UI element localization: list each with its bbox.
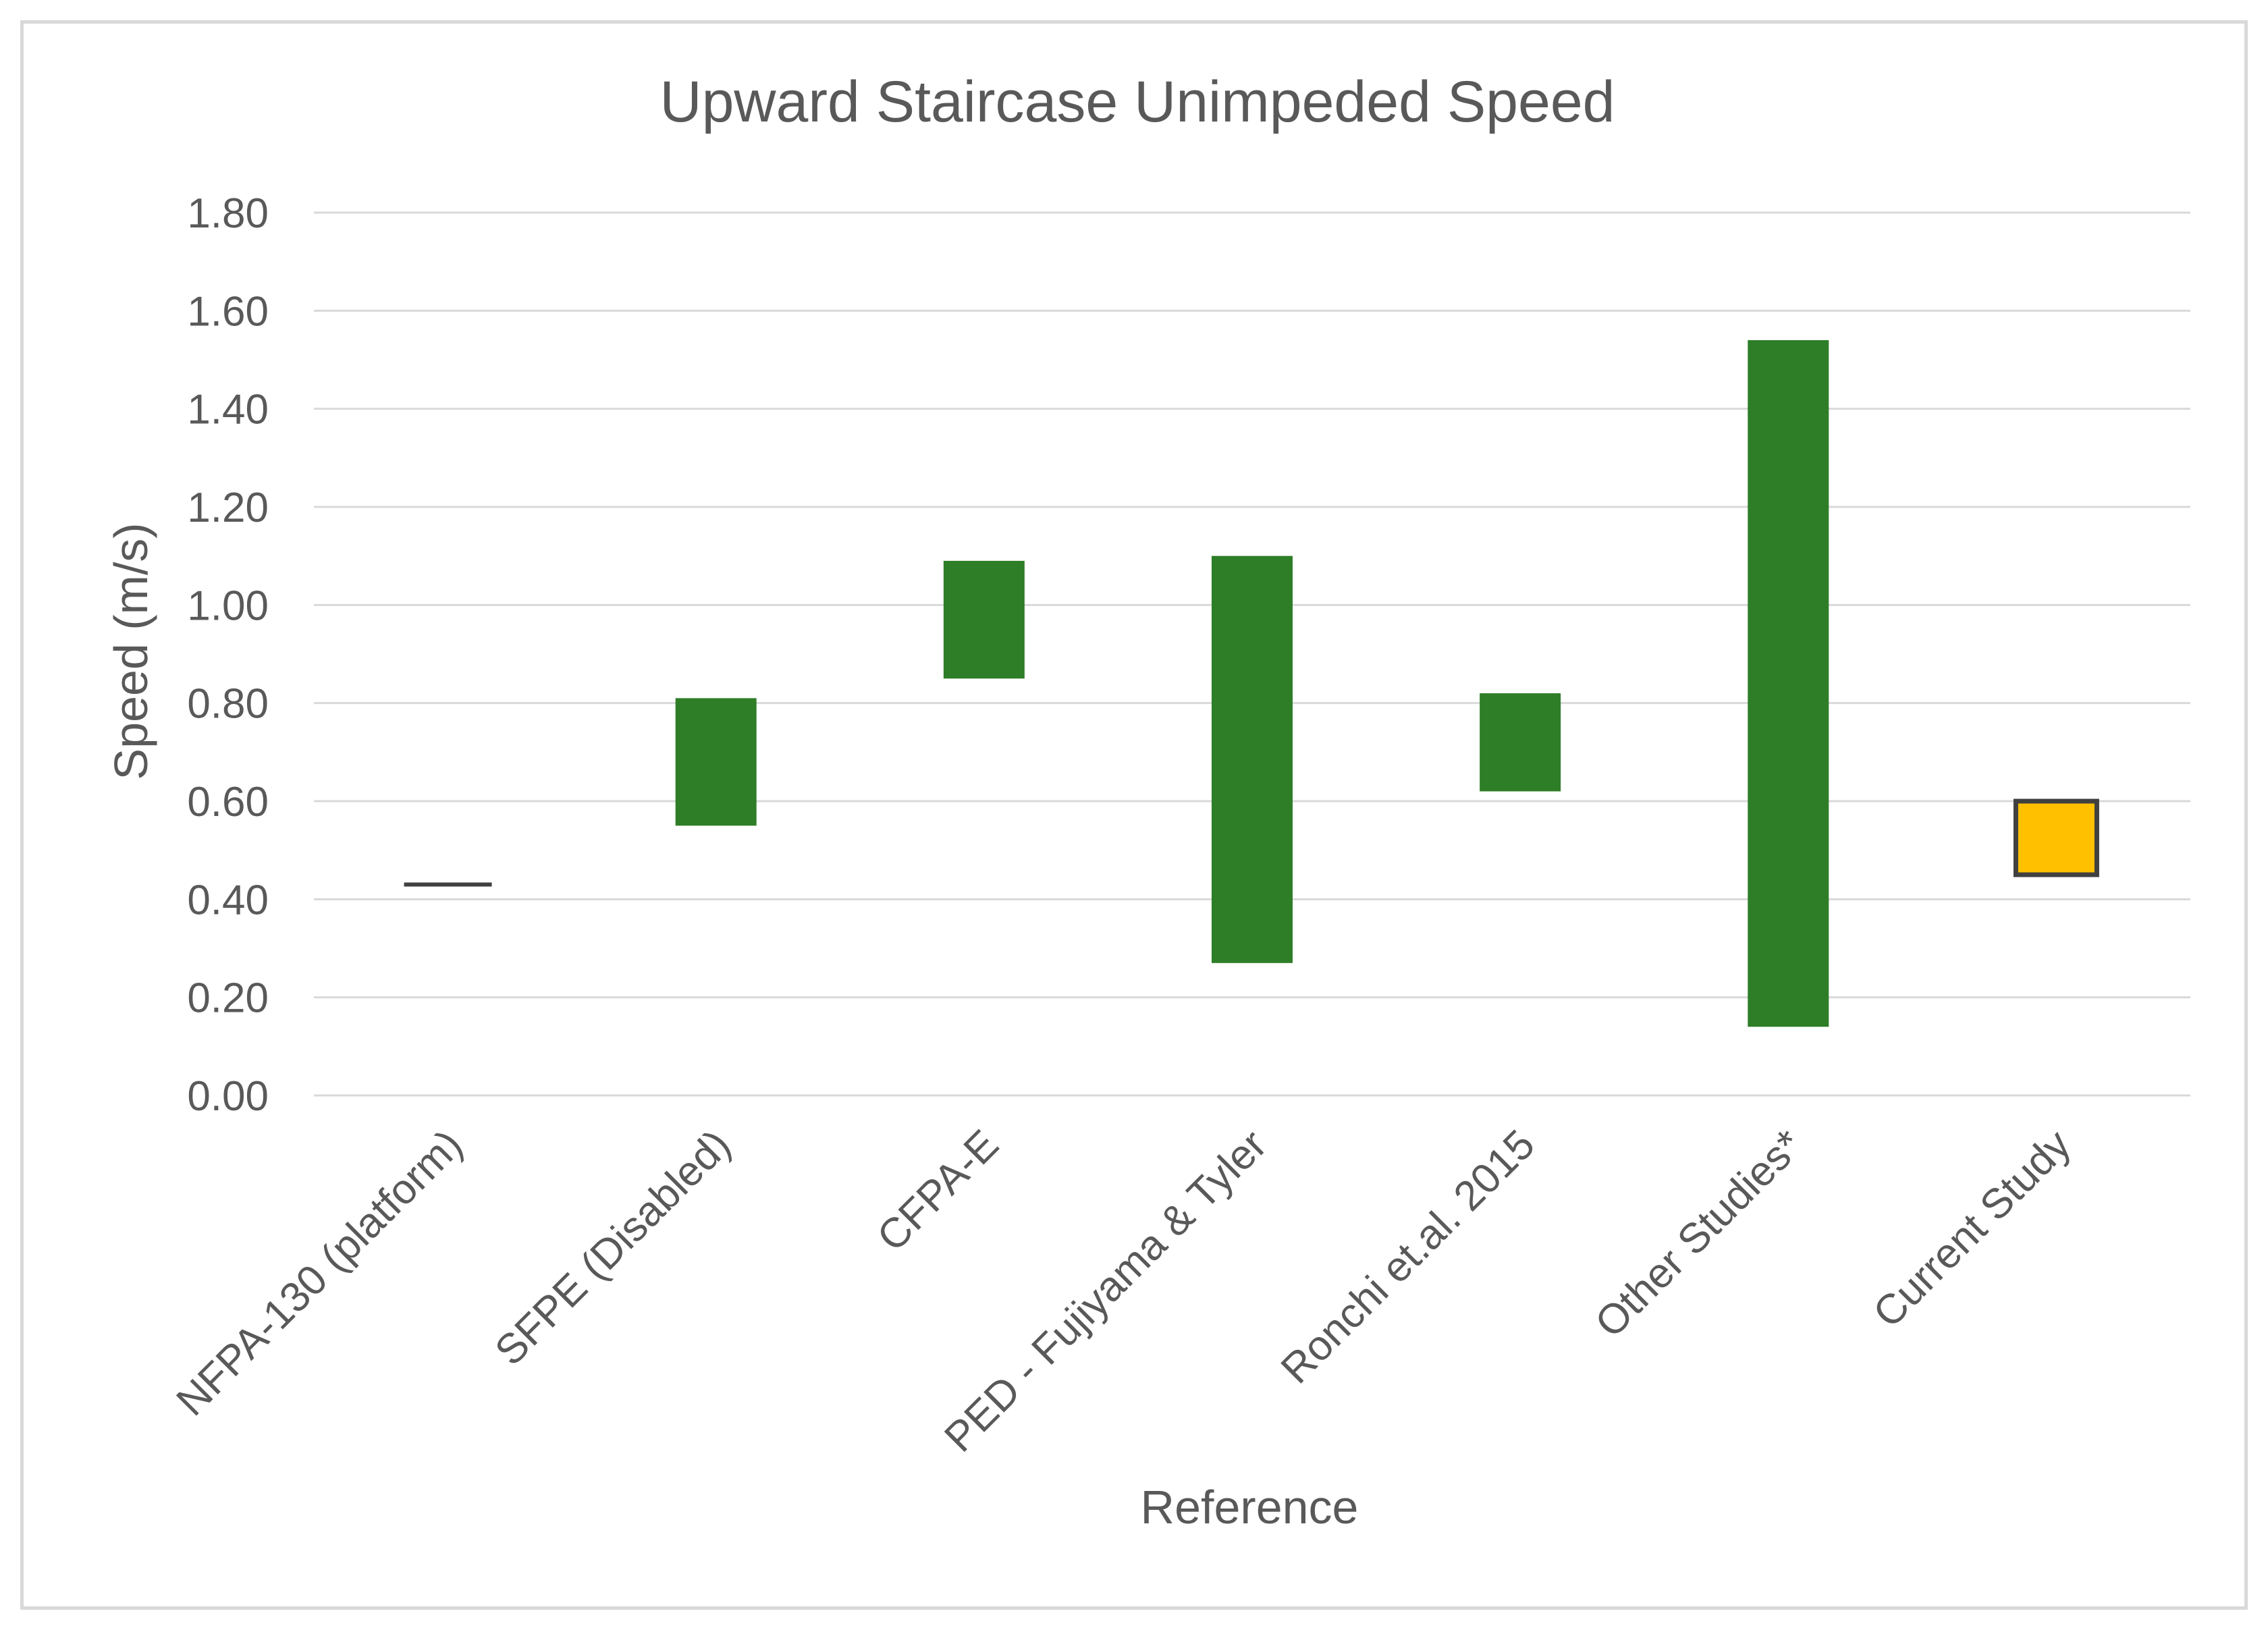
x-tick-label: Ronchi et.al. 2015 — [1272, 1121, 1544, 1392]
x-tick-label: CFPA-E — [868, 1121, 1007, 1260]
range-bars — [404, 339, 2099, 1027]
y-tick-label: 1.00 — [187, 582, 269, 629]
range-bar — [2013, 798, 2099, 877]
chart-frame — [20, 20, 2248, 1610]
x-axis-title: Reference — [1141, 1481, 1359, 1533]
y-tick-label: 0.60 — [187, 779, 269, 825]
y-tick-label: 0.00 — [187, 1073, 269, 1120]
range-bar — [943, 560, 1025, 679]
x-tick-label: Other Studies* — [1586, 1121, 1812, 1347]
range-bar — [1212, 555, 1293, 963]
gridlines — [314, 211, 2190, 1097]
x-tick-label: Current Study — [1864, 1121, 2080, 1336]
y-tick-label: 0.20 — [187, 975, 269, 1022]
range-bar — [675, 698, 757, 826]
x-tick-label: SFPE (Disabled) — [486, 1121, 739, 1374]
x-tick-label: NFPA-130 (platform) — [168, 1121, 472, 1425]
y-tick-label: 1.60 — [187, 288, 269, 335]
y-tick-label: 0.80 — [187, 681, 269, 728]
range-bar — [1480, 693, 1561, 792]
x-axis-tick-labels: NFPA-130 (platform) SFPE (Disabled) CFPA-E… — [168, 1121, 2080, 1461]
y-axis-tick-labels: 0.00 0.20 0.40 0.60 0.80 1.00 1.20 1.40 1.60 1.80 — [187, 190, 269, 1120]
y-tick-label: 1.20 — [187, 485, 269, 531]
y-tick-label: 1.40 — [187, 387, 269, 433]
y-axis-title: Speed (m/s) — [105, 522, 157, 780]
y-tick-label: 0.40 — [187, 877, 269, 923]
range-bar — [1748, 339, 1829, 1027]
y-tick-label: 1.80 — [187, 190, 269, 237]
chart-title: Upward Staircase Unimpeded Speed — [659, 70, 1615, 134]
